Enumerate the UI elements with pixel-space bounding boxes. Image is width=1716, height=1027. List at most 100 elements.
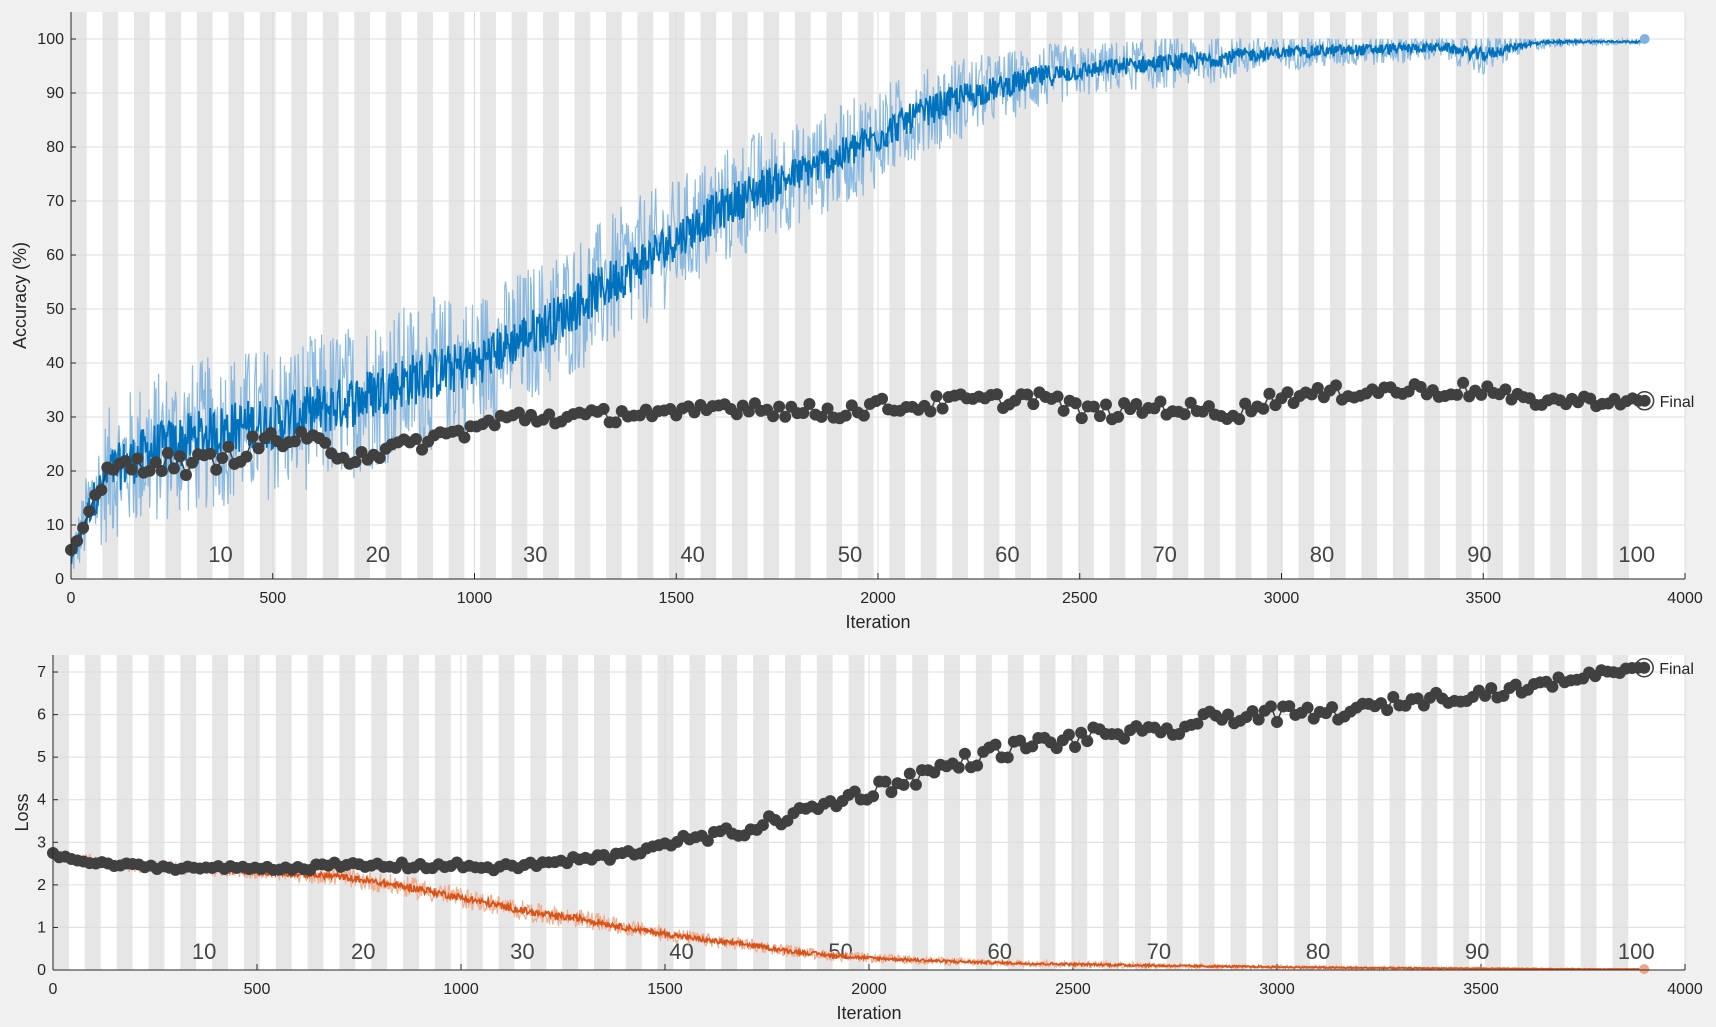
validation-point	[125, 463, 138, 476]
epoch-band	[1550, 12, 1566, 579]
training-accuracy-smoothed-series	[70, 38, 1645, 565]
epoch-band	[826, 12, 843, 579]
epoch-band	[637, 12, 654, 579]
validation-point	[143, 464, 156, 477]
epoch-band	[71, 12, 87, 579]
epoch-label: 100	[1618, 542, 1655, 567]
epoch-label: 40	[669, 939, 693, 964]
epoch-band	[275, 655, 292, 970]
validation-point	[1112, 410, 1125, 423]
validation-point	[756, 819, 769, 832]
x-tick-label: 500	[259, 590, 286, 607]
epoch-band	[1230, 655, 1247, 970]
validation-point	[1546, 680, 1559, 693]
epoch-band	[148, 655, 165, 970]
validation-point	[1075, 412, 1088, 425]
epoch-band	[116, 655, 133, 970]
epoch-band	[1135, 655, 1151, 970]
validation-point	[167, 462, 180, 475]
epoch-band	[857, 12, 874, 579]
validation-point	[1387, 690, 1400, 703]
epoch-band	[1613, 12, 1629, 579]
epoch-band	[1357, 655, 1374, 970]
validation-point	[1191, 717, 1204, 730]
epoch-band	[1071, 655, 1088, 970]
epoch-band	[1235, 12, 1252, 579]
validation-point	[958, 747, 971, 760]
y-tick-label: 50	[46, 301, 64, 318]
epoch-band	[1518, 12, 1535, 579]
epoch-band	[1141, 12, 1157, 579]
epoch-band	[983, 12, 1000, 579]
y-tick-label: 30	[46, 409, 64, 426]
validation-point	[1457, 376, 1470, 389]
validation-point	[246, 430, 259, 443]
epoch-band	[1612, 655, 1629, 970]
y-tick-label: 20	[46, 463, 64, 480]
epoch-band	[1389, 655, 1406, 970]
validation-point	[77, 521, 90, 534]
epoch-band	[1487, 12, 1504, 579]
epoch-band	[322, 12, 339, 579]
epoch-label: 20	[366, 542, 390, 567]
epoch-band	[1329, 12, 1346, 579]
training-accuracy-final-marker	[1639, 34, 1650, 44]
validation-point	[83, 505, 96, 518]
epoch-band	[102, 12, 119, 579]
y-tick-label: 80	[46, 139, 64, 156]
epoch-band	[434, 655, 451, 970]
epoch-band	[212, 655, 229, 970]
validation-point	[1202, 400, 1215, 413]
validation-point	[131, 452, 144, 465]
validation-point	[161, 446, 174, 459]
validation-point	[488, 419, 501, 432]
validation-point	[1062, 728, 1075, 741]
validation-series-points	[65, 376, 1651, 556]
epoch-band	[243, 655, 260, 970]
validation-point	[216, 452, 229, 465]
validation-point	[936, 402, 949, 415]
validation-point	[1301, 701, 1314, 714]
epoch-band	[1078, 12, 1094, 579]
epoch-band	[339, 655, 356, 970]
epoch-label: 100	[1618, 939, 1655, 964]
epoch-band	[1392, 12, 1409, 579]
validation-point	[876, 392, 889, 405]
validation-point	[924, 405, 937, 418]
validation-point	[952, 761, 965, 774]
validation-point	[543, 408, 556, 421]
epoch-band	[668, 12, 685, 579]
validation-point	[897, 778, 910, 791]
epoch-band	[448, 12, 465, 579]
epoch-band	[480, 12, 496, 579]
validation-point	[1087, 400, 1100, 413]
y-tick-label: 60	[46, 247, 64, 264]
epoch-band	[371, 655, 388, 970]
x-tick-label: 2500	[1055, 981, 1091, 998]
validation-point	[857, 409, 870, 422]
validation-point	[1093, 410, 1106, 423]
epoch-band	[403, 655, 419, 970]
validation-point	[1081, 735, 1094, 748]
epoch-band	[1485, 655, 1501, 970]
epoch-band	[53, 655, 69, 970]
validation-point	[815, 410, 828, 423]
y-tick-label: 0	[55, 571, 64, 588]
validation-point	[1154, 395, 1167, 408]
validation-point	[349, 456, 362, 469]
epoch-label: 10	[192, 939, 216, 964]
epoch-label: 80	[1310, 542, 1334, 567]
x-axis-label: Iteration	[845, 612, 910, 632]
epoch-band	[700, 12, 717, 579]
validation-point	[1001, 751, 1014, 764]
validation-point	[1329, 379, 1342, 392]
validation-point	[149, 456, 162, 469]
y-tick-label: 10	[46, 517, 64, 534]
epoch-label: 70	[1147, 939, 1171, 964]
validation-point	[991, 388, 1004, 401]
validation-point	[252, 442, 265, 455]
validation-point	[742, 405, 755, 418]
validation-point	[803, 397, 816, 410]
epoch-band	[1046, 12, 1063, 579]
